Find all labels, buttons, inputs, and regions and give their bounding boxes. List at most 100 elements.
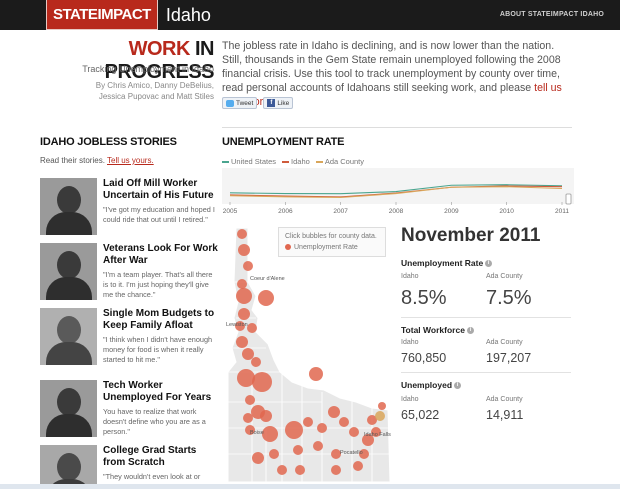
story-item[interactable]: Tech Worker Unemployed For Years You hav… [40,380,215,442]
stories-subtext: Read their stories. Tell us yours. [40,156,154,165]
stories-sub-text: Read their stories. [40,156,107,165]
workforce-ada: 197,207 [486,351,532,365]
county-bubble[interactable] [371,427,381,437]
county-bubble[interactable] [251,357,261,367]
story-photo[interactable] [40,445,97,485]
col-idaho: Idaho [401,339,419,346]
story-item[interactable]: College Grad Starts from Scratch "They w… [40,445,215,485]
story-title[interactable]: Veterans Look For Work After War [103,243,218,266]
city-label: Boise [250,430,264,436]
col-idaho: Idaho [401,273,419,280]
story-photo[interactable] [40,243,97,300]
county-bubble[interactable] [235,321,245,331]
info-icon[interactable]: i [466,327,474,335]
selected-month: November 2011 [401,225,541,246]
info-icon[interactable]: i [485,260,493,268]
story-title[interactable]: College Grad Starts from Scratch [103,445,197,468]
county-bubble[interactable] [260,410,272,422]
tell-us-yours-link[interactable]: Tell us yours. [107,156,154,165]
county-bubble[interactable] [258,290,274,306]
county-bubble[interactable] [243,261,253,271]
workforce-label-text: Total Workforce [401,325,465,335]
stats-divider [401,372,571,373]
story-photo[interactable] [40,178,97,235]
story-title[interactable]: Single Mom Budgets to Keep Family Afloat [103,308,215,331]
facebook-like-button[interactable]: f Like [263,97,294,109]
facebook-icon: f [267,99,276,107]
legend-swatch [282,161,290,163]
story-title[interactable]: Laid Off Mill Worker Uncertain of His Fu… [103,178,214,201]
county-bubble[interactable] [236,336,248,348]
county-bubble[interactable] [359,449,369,459]
county-bubble[interactable] [367,415,377,425]
county-bubble[interactable] [293,445,303,455]
county-bubble[interactable] [328,406,340,418]
county-bubble[interactable] [237,369,255,387]
county-bubble[interactable] [331,465,341,475]
county-bubble[interactable] [353,461,363,471]
county-bubble[interactable] [252,372,272,392]
title-highlight: WORK [128,38,191,60]
county-bubble[interactable] [242,348,254,360]
rate-idaho: 8.5% [401,287,447,309]
series-line-united-states [229,184,563,195]
county-bubble[interactable] [247,323,257,333]
county-bubble[interactable] [378,402,386,410]
county-bubble[interactable] [238,244,250,256]
county-bubble[interactable] [285,421,303,439]
county-bubble[interactable] [295,465,305,475]
county-bubble[interactable] [313,441,323,451]
map-legend: Unemployment Rate [285,242,379,253]
story-photo[interactable] [40,380,97,437]
county-bubble[interactable] [238,308,250,320]
x-tick-label: 2011 [555,208,569,215]
story-item[interactable]: Veterans Look For Work After War "I'm a … [40,243,218,305]
unemployed-label-text: Unemployed [401,380,453,390]
county-bubble[interactable] [362,434,374,446]
story-item[interactable]: Laid Off Mill Worker Uncertain of His Fu… [40,178,215,240]
county-bubble[interactable] [243,413,253,423]
legend-item: United States [222,157,276,166]
county-bubble[interactable] [317,423,327,433]
info-icon[interactable]: i [454,382,462,390]
county-bubble[interactable] [252,452,264,464]
county-bubble[interactable] [331,449,341,459]
county-bubble[interactable] [277,465,287,475]
county-bubble[interactable] [303,417,313,427]
county-bubble[interactable] [262,426,278,442]
tweet-label: Tweet [236,99,254,107]
county-bubble[interactable] [245,425,255,435]
x-tick-label: 2009 [444,208,459,215]
col-ada: Ada County [486,396,523,403]
tweet-button[interactable]: Tweet [222,97,258,109]
county-bubble[interactable] [236,288,252,304]
legend-item: Idaho [282,157,310,166]
unemployed-ada: 14,911 [486,408,524,422]
county-bubble[interactable] [269,449,279,459]
county-bubble[interactable] [237,229,247,239]
legend-label: Idaho [291,157,310,166]
stats-divider [401,317,571,318]
idaho-county-map[interactable]: Coeur d'Alene Lewiston Boise Idaho Falls… [222,222,394,484]
browser-bottom-bar [0,484,620,489]
county-bubble[interactable] [349,427,359,437]
about-link[interactable]: ABOUT STATEIMPACT IDAHO [499,11,604,18]
county-bubble[interactable] [245,395,255,405]
twitter-bird-icon [226,99,234,107]
legend-label: United States [231,157,277,166]
story-photo[interactable] [40,308,97,365]
chart-legend: United States Idaho Ada County [222,157,364,166]
x-tick-label: 2006 [278,208,293,215]
story-item[interactable]: Single Mom Budgets to Keep Family Afloat… [40,308,215,370]
timeline-slider-handle[interactable] [565,193,572,205]
county-bubble[interactable] [339,417,349,427]
county-bubble[interactable] [237,279,247,289]
x-tick-label: 2005 [223,208,238,215]
unemployment-timeline-chart[interactable]: 2005 2006 2007 2008 2009 2010 2011 [222,168,574,218]
story-title[interactable]: Tech Worker Unemployed For Years [103,380,212,403]
series-line-ada-county [229,186,563,199]
county-bubble[interactable] [309,367,323,381]
county-bubble[interactable] [375,411,385,421]
col-idaho: Idaho [401,396,419,403]
stateimpact-logo[interactable]: STATEIMPACT Idaho [46,0,211,30]
